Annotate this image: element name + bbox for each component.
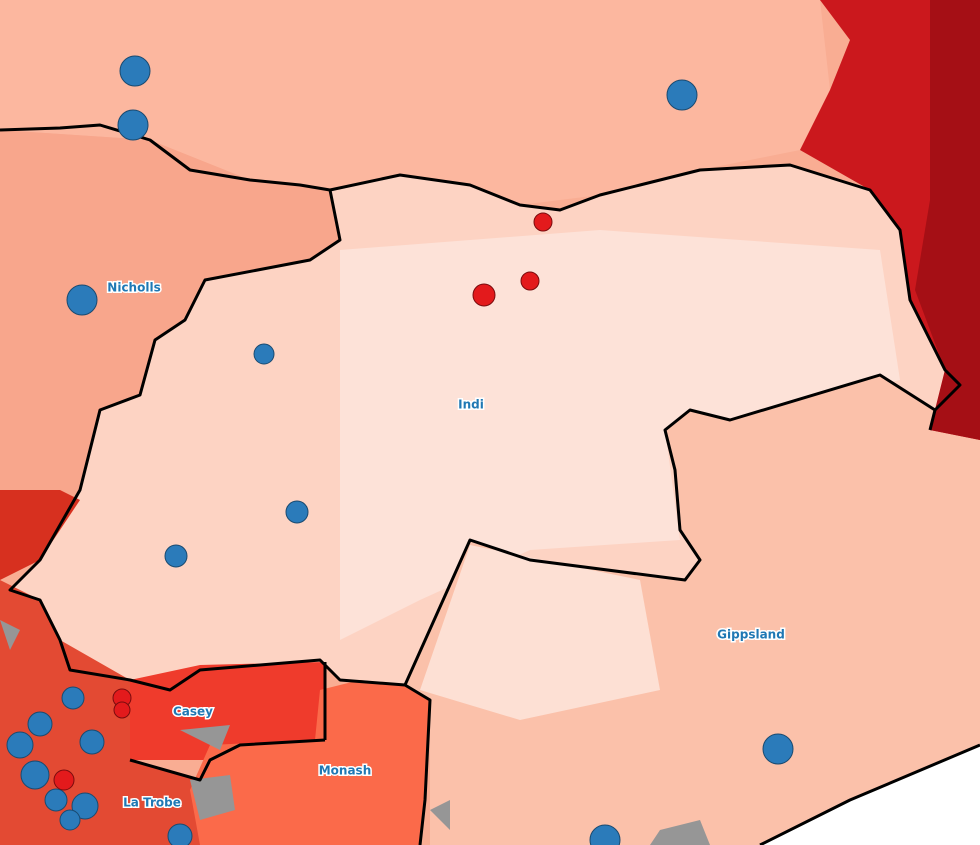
electorate-label: Nicholls (107, 281, 160, 295)
marker (167, 823, 193, 845)
electorate-label: Indi (458, 398, 484, 412)
electorate-label: Monash (319, 764, 372, 778)
electorate-label: Casey (173, 705, 213, 719)
marker (44, 788, 68, 812)
marker (472, 283, 496, 307)
ocean (760, 745, 980, 845)
monash-region (190, 680, 430, 845)
metro-area (0, 580, 200, 845)
marker (762, 733, 794, 765)
west-urban (0, 490, 80, 580)
marker (20, 760, 50, 790)
marker (59, 809, 81, 831)
marker (53, 769, 75, 791)
marker (66, 284, 98, 316)
indi-border (8, 189, 936, 692)
marker (117, 109, 149, 141)
marker (164, 544, 188, 568)
gippsland-inner (420, 545, 660, 720)
marker (285, 500, 309, 524)
marker (27, 711, 53, 737)
coastline (759, 743, 980, 845)
state-border (0, 123, 962, 431)
casey-region (130, 662, 325, 760)
eastern-dark (915, 0, 980, 440)
marker (666, 79, 698, 111)
marker (113, 701, 131, 719)
marker (520, 271, 540, 291)
marker (533, 212, 553, 232)
marker (119, 55, 151, 87)
marker (79, 729, 105, 755)
electorate-label: La Trobe (123, 796, 181, 810)
indi-inner (340, 230, 900, 640)
northern-area (0, 0, 830, 205)
electorate-label: Gippsland (717, 628, 785, 642)
gippsland-border (129, 662, 432, 845)
marker (6, 731, 34, 759)
marker (61, 686, 85, 710)
marker (253, 343, 275, 365)
markers (6, 55, 794, 845)
gippsland-region (405, 375, 980, 845)
marker (71, 792, 99, 820)
marker (589, 824, 621, 845)
